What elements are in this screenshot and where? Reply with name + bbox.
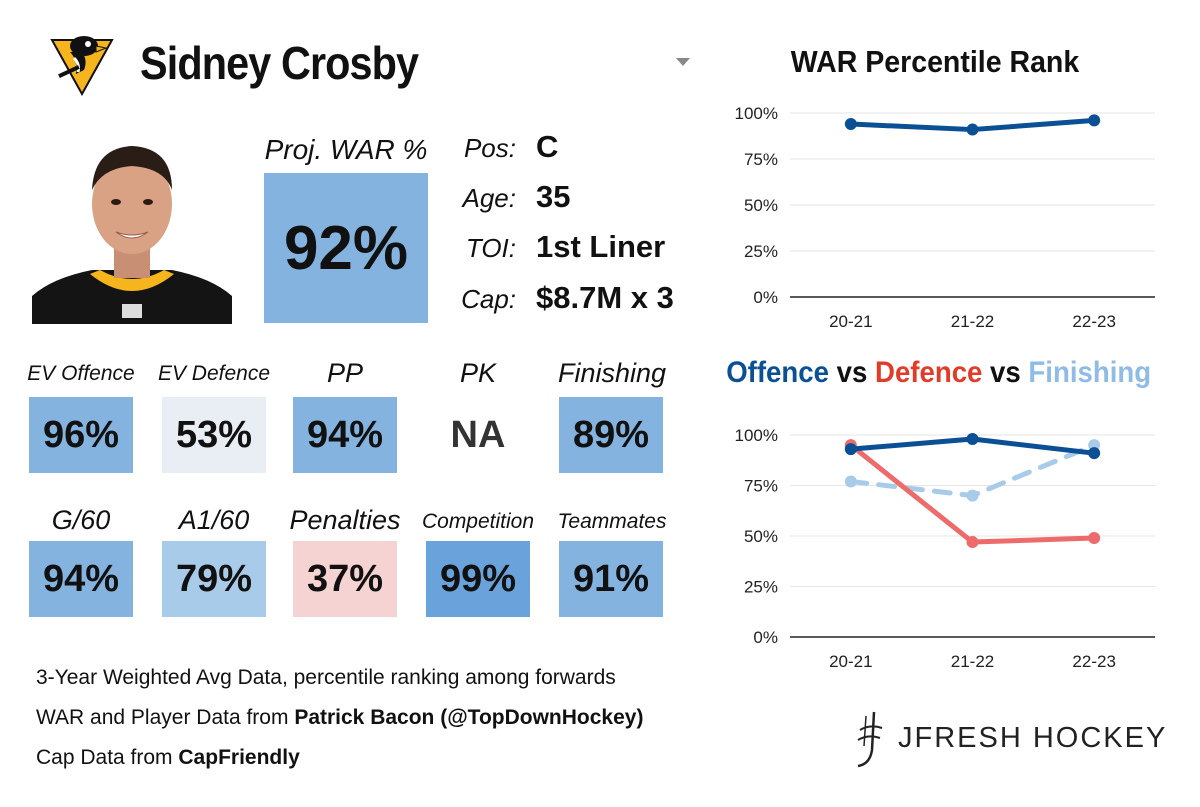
offence-defence-finishing-chart: 0% 25% 50% 75% 100% 20-21 21-22 22-23 (735, 426, 1155, 671)
position-value: C (536, 129, 559, 164)
chart1-xtick-label: 21-22 (951, 312, 994, 331)
war-percentile-chart: 0% 25% 50% 75% 100% 20-21 21-22 22-23 (735, 104, 1155, 331)
footer-note: 3-Year Weighted Avg Data, percentile ran… (36, 666, 616, 689)
stat-label-competition: Competition (421, 510, 535, 533)
chart2-title-defence: Defence (875, 356, 983, 389)
stat-value-ev-defence: 53% (162, 397, 266, 473)
stat-value-penalties: 37% (293, 541, 397, 617)
chart1-ytick-label: 25% (744, 242, 778, 261)
chart2-point-offence (1088, 447, 1101, 460)
chart2-ytick-label: 100% (735, 426, 778, 445)
toi-label: TOI: (465, 233, 516, 263)
stat-label-a160: A1/60 (178, 505, 250, 535)
player-name: Sidney Crosby (140, 37, 419, 89)
footer-war-source-name: Patrick Bacon (@TopDownHockey) (294, 706, 644, 729)
stat-value-g60: 94% (29, 541, 133, 617)
footer-war-source: WAR and Player Data from Patrick Bacon (… (36, 706, 643, 730)
jfresh-mark-icon (857, 711, 883, 768)
toi-value: 1st Liner (536, 229, 666, 264)
player-headshot (32, 128, 232, 324)
stat-value-pp: 94% (293, 397, 397, 473)
age-label: Age: (462, 183, 517, 213)
proj-war-label: Proj. WAR % (264, 134, 428, 165)
chart2-point-offence (966, 433, 979, 446)
penguins-logo-icon (50, 36, 114, 96)
chart2-point-finishing (844, 475, 857, 488)
chart2-xtick-label: 21-22 (951, 652, 994, 671)
chart2-title-offence: Offence (726, 356, 829, 389)
chart2-point-finishing (966, 489, 979, 502)
stat-value-pk: NA (450, 413, 506, 456)
chart2-title-vs-1: vs (828, 356, 876, 389)
chart2-ytick-label: 0% (753, 628, 778, 647)
chart2-series-finishing (848, 442, 1097, 499)
stat-label-pp: PP (326, 358, 364, 388)
chart1-title: WAR Percentile Rank (790, 44, 1080, 79)
stat-label-finishing: Finishing (557, 358, 667, 388)
chart2-ytick-label: 25% (744, 578, 778, 597)
chart1-point-war (966, 123, 979, 136)
chart2-title-vs-2: vs (982, 356, 1029, 389)
chart1-ytick-label: 50% (744, 196, 778, 215)
proj-war-value: 92% (264, 173, 428, 323)
stat-value-competition: 99% (426, 541, 530, 617)
chart2-point-defence (966, 536, 979, 549)
stat-value-finishing: 89% (559, 397, 663, 473)
brand-name: JFRESH HOCKEY (898, 722, 1168, 754)
stat-value-a160: 79% (162, 541, 266, 617)
chart2-ytick-label: 50% (744, 527, 778, 546)
footer-cap-source-prefix: Cap Data from (36, 746, 179, 769)
cap-value: $8.7M x 3 (536, 280, 674, 315)
chart2-point-offence (844, 443, 857, 456)
chart1-ytick-label: 100% (735, 104, 778, 123)
chart2-point-defence (1088, 532, 1101, 545)
footer-war-source-prefix: WAR and Player Data from (36, 706, 295, 729)
chart1-xtick-label: 20-21 (829, 312, 872, 331)
chart1-point-war (844, 118, 857, 131)
chart1-ytick-label: 75% (744, 150, 778, 169)
stat-label-penalties: Penalties (289, 505, 401, 535)
chart2-ytick-label: 75% (744, 477, 778, 496)
stat-value-teammates: 91% (559, 541, 663, 617)
stat-label-ev-defence: EV Defence (157, 362, 271, 385)
cap-label: Cap: (461, 284, 516, 314)
stat-label-teammates: Teammates (557, 510, 667, 533)
footer-cap-source: Cap Data from CapFriendly (36, 746, 300, 770)
chart2-title-finishing: Finishing (1028, 356, 1152, 389)
chart2-xtick-label: 22-23 (1072, 652, 1115, 671)
chart2-title: Offence vs Defence vs Finishing (726, 356, 1151, 390)
chart1-ytick-label: 0% (753, 288, 778, 307)
player-dropdown-arrow-icon[interactable] (676, 58, 690, 66)
stat-label-g60: G/60 (51, 505, 111, 535)
stat-label-ev-offence: EV Offence (27, 362, 135, 385)
chart1-xtick-label: 22-23 (1072, 312, 1115, 331)
age-value: 35 (536, 179, 571, 214)
stat-value-ev-offence: 96% (29, 397, 133, 473)
position-label: Pos: (463, 133, 516, 163)
chart1-point-war (1088, 114, 1101, 127)
footer-cap-source-name: CapFriendly (178, 746, 300, 769)
stat-label-pk: PK (459, 358, 497, 388)
chart2-xtick-label: 20-21 (829, 652, 872, 671)
